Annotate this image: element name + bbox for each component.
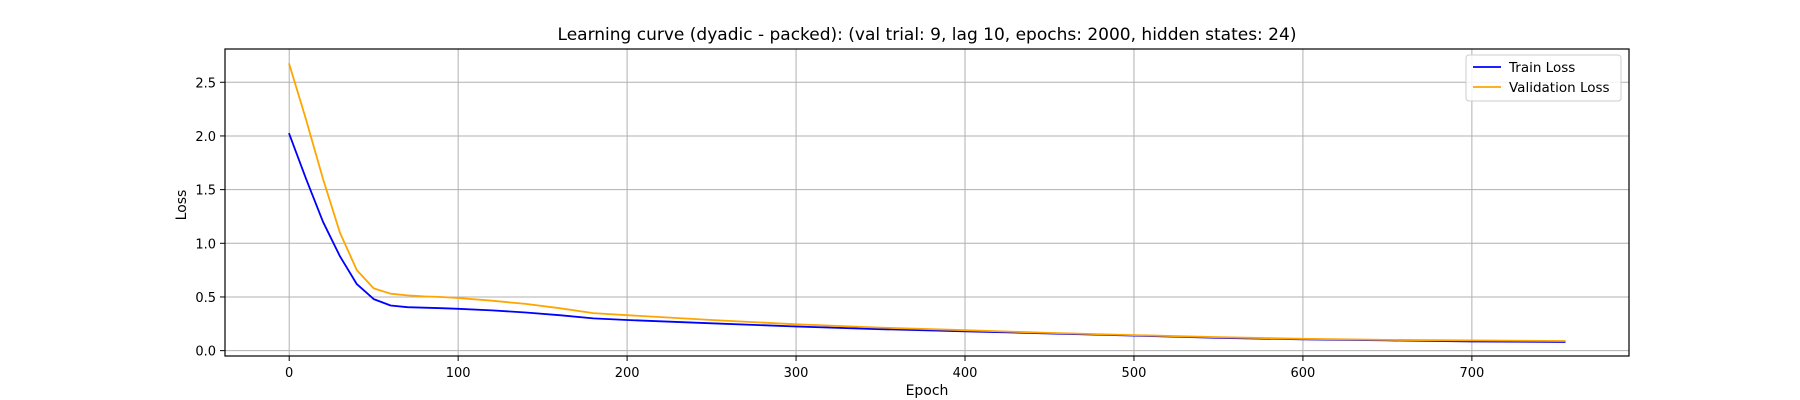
x-tick-label: 400 <box>953 366 978 381</box>
plot-frame <box>224 48 1630 357</box>
y-axis-label: Loss <box>174 190 190 221</box>
axis-ticks: 0 100 200 300 400 500 600 700 0.0 0.5 1.0 1.5 2.0 2.5 <box>195 76 1484 381</box>
series-layer <box>288 63 1566 343</box>
x-tick-label: 200 <box>615 366 640 381</box>
legend-label: Validation Loss <box>1509 80 1610 96</box>
train-loss-line <box>288 132 1566 343</box>
grid-lines <box>225 49 1629 356</box>
x-tick-label: 700 <box>1459 366 1484 381</box>
x-tick-label: 0 <box>285 366 293 381</box>
legend-box <box>1465 54 1622 102</box>
y-tick-label: 1.5 <box>195 184 216 199</box>
legend: Train Loss Validation Loss <box>1465 54 1622 102</box>
x-axis-label: Epoch <box>906 383 949 399</box>
chart-title: Learning curve (dyadic - packed): (val t… <box>558 25 1297 45</box>
y-tick-label: 1.0 <box>195 237 216 252</box>
y-tick-label: 2.5 <box>195 76 216 91</box>
validation-loss-line <box>288 63 1566 342</box>
x-tick-label: 500 <box>1122 366 1147 381</box>
y-tick-label: 0.0 <box>195 345 216 360</box>
x-tick-label: 100 <box>446 366 471 381</box>
x-tick-label: 300 <box>784 366 809 381</box>
x-tick-label: 600 <box>1291 366 1316 381</box>
y-tick-label: 0.5 <box>195 291 216 306</box>
y-tick-label: 2.0 <box>195 130 216 145</box>
legend-label: Train Loss <box>1508 60 1575 76</box>
